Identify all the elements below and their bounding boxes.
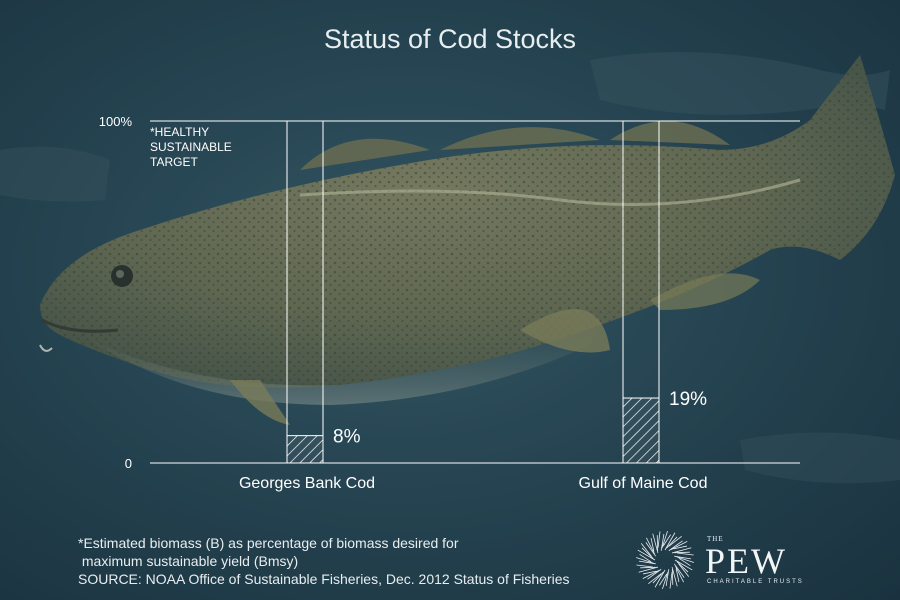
pew-logo: THE PEW CHARITABLE TRUSTS xyxy=(633,528,813,592)
footnote: *Estimated biomass (B) as percentage of … xyxy=(78,534,570,588)
bar xyxy=(622,397,660,464)
footnote-definition-line2: maximum sustainable yield (Bmsy) xyxy=(78,553,299,569)
category-label: Gulf of Maine Cod xyxy=(579,475,708,492)
bar-value-label: 8% xyxy=(333,427,361,448)
footnote-definition-line1: *Estimated biomass (B) as percentage of … xyxy=(78,535,459,551)
logo-wordmark: PEW xyxy=(705,541,787,581)
sunburst-icon xyxy=(635,530,695,590)
y-tick-label-0: 100% xyxy=(99,114,133,129)
target-label-line: TARGET xyxy=(150,155,198,169)
logo-the: THE xyxy=(707,535,724,543)
chart-title: Status of Cod Stocks xyxy=(323,24,577,54)
logo-subtitle: CHARITABLE TRUSTS xyxy=(707,579,804,585)
target-column-outline xyxy=(286,120,324,464)
footnote-source: SOURCE: NOAA Office of Sustainable Fishe… xyxy=(78,571,570,587)
y-tick-label-1: 0 xyxy=(125,456,132,471)
target-label: *HEALTHY SUSTAINABLE TARGET xyxy=(150,125,232,169)
target-label-line: *HEALTHY xyxy=(150,125,209,139)
target-label-line: SUSTAINABLE xyxy=(150,140,232,154)
category-label: Georges Bank Cod xyxy=(239,475,375,492)
bar-value-label: 19% xyxy=(669,389,707,410)
bar xyxy=(286,435,324,464)
